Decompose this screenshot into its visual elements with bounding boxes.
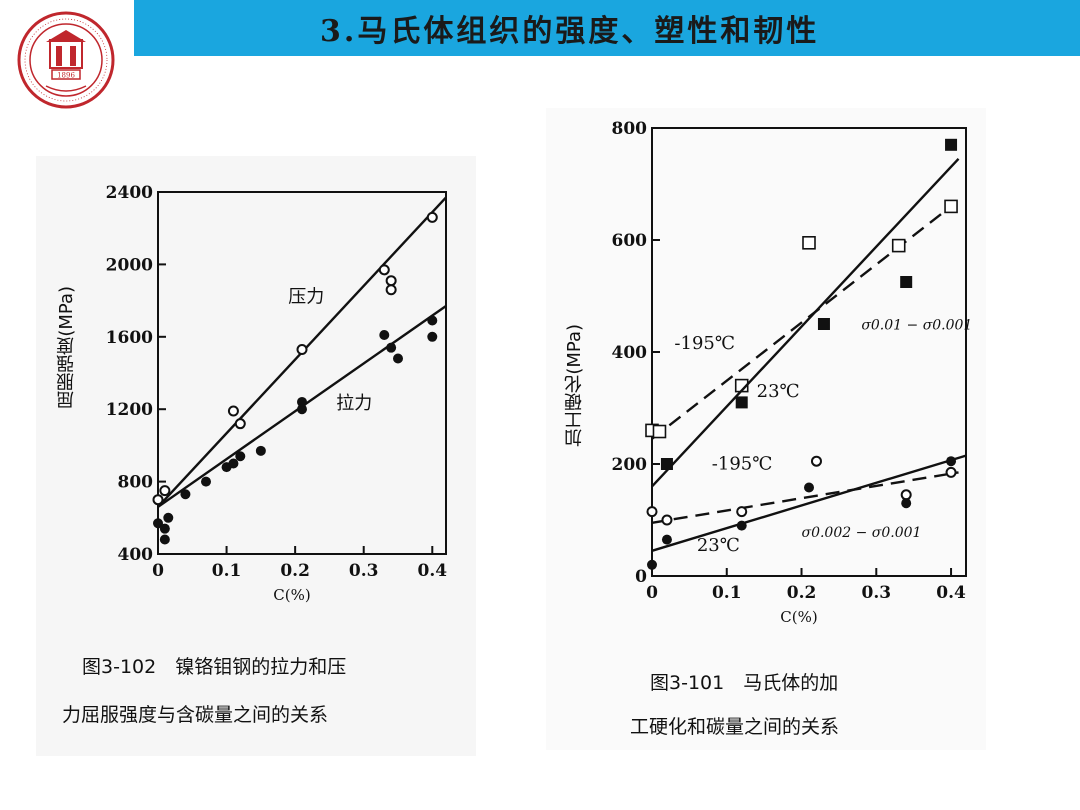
filled-circle-marker (163, 512, 174, 523)
series-label: -195℃ (712, 454, 773, 475)
filled-circle-marker (159, 534, 170, 545)
figure-yield-strength: 400 800 1200 1600 2000 2400 0 0.1 0.2 0.3 0.4 C(%) 压… (36, 156, 476, 756)
annotation-label: σ0.002 − σ0.001 (802, 525, 922, 541)
filled-circle-marker (228, 458, 239, 469)
x-tick-label: 0.4 (417, 561, 447, 581)
x-tick-label: 0.4 (936, 583, 966, 603)
filled-square-marker (660, 458, 673, 470)
filled-square-marker (817, 318, 830, 330)
filled-circle-marker (427, 331, 438, 342)
figure-work-hardening: 0 200 400 600 800 0 0.1 0.2 0.3 0.4 C(%) -195℃ 23℃ -1… (546, 108, 986, 750)
filled-square-marker (900, 276, 913, 288)
open-circle-marker (661, 514, 673, 526)
series-label: 23℃ (697, 535, 740, 556)
filled-square-marker (945, 138, 958, 151)
open-circle-marker (227, 405, 239, 417)
open-circle-marker (159, 485, 171, 497)
x-axis-label: C(%) (780, 608, 817, 626)
y-axis-label: 屈服强度(MPa) (56, 286, 77, 409)
filled-circle-marker (393, 353, 403, 364)
filled-circle-marker (297, 396, 307, 407)
series-fit-line (651, 454, 967, 552)
x-tick-label: 0 (646, 583, 658, 603)
open-circle-marker (900, 489, 912, 501)
open-circle-marker (385, 284, 397, 296)
university-seal-icon: 1896 (17, 11, 115, 109)
x-tick-label: 0.1 (212, 561, 242, 581)
filled-circle-marker (804, 482, 814, 493)
open-circle-marker (385, 275, 397, 287)
open-square-marker (944, 199, 958, 214)
series-fit-line (651, 157, 960, 488)
title-bar (134, 0, 1080, 56)
series-label: 23℃ (757, 381, 800, 402)
y-tick-label: 2400 (106, 183, 153, 203)
open-square-marker (891, 238, 906, 253)
y-tick-label: 1600 (106, 328, 153, 348)
x-tick-label: 0.3 (861, 583, 891, 603)
open-circle-marker (426, 211, 438, 223)
figure-caption-line1: 图3-101 马氏体的加 (650, 672, 839, 694)
filled-circle-marker (647, 559, 657, 570)
filled-circle-marker (946, 456, 957, 467)
y-tick-label: 800 (612, 119, 648, 139)
y-tick-label: 200 (612, 455, 648, 475)
open-circle-marker (296, 343, 308, 355)
x-tick-label: 0.3 (349, 561, 379, 581)
x-tick-label: 0.2 (280, 561, 310, 581)
x-tick-label: 0.2 (787, 583, 817, 603)
open-square-marker (652, 424, 667, 439)
x-tick-label: 0 (152, 561, 164, 581)
filled-circle-marker (201, 476, 211, 487)
annotation-label: σ0.01 − σ0.001 (861, 318, 972, 334)
plot-frame (157, 191, 447, 555)
series-label: -195℃ (674, 333, 735, 354)
open-circle-marker (810, 455, 822, 467)
series-label: 拉力 (336, 393, 372, 414)
logo-year: 1896 (57, 72, 75, 80)
series-fit-line (651, 471, 959, 524)
chart-yield-strength: 400 800 1200 1600 2000 2400 0 0.1 0.2 0.3 0.4 C(%) 压… (106, 183, 448, 604)
filled-circle-marker (153, 518, 163, 529)
filled-circle-marker (297, 404, 307, 415)
filled-circle-marker (736, 520, 747, 531)
open-circle-marker (234, 418, 246, 430)
series-label: 压力 (288, 286, 324, 307)
chart-work-hardening: 0 200 400 600 800 0 0.1 0.2 0.3 0.4 C(%) -195℃ 23℃ -1… (612, 119, 973, 626)
open-circle-marker (646, 506, 658, 518)
open-circle-marker (736, 506, 748, 518)
filled-circle-marker (159, 523, 170, 534)
figure-caption-line1: 图3-102 镍铬钼钢的拉力和压 (82, 656, 347, 678)
y-tick-label: 1200 (106, 400, 153, 420)
filled-circle-marker (255, 445, 266, 456)
filled-circle-marker (427, 315, 438, 326)
y-tick-label: 800 (118, 473, 154, 493)
y-tick-label: 400 (612, 343, 648, 363)
filled-square-marker (735, 396, 748, 409)
open-square-marker (802, 236, 816, 250)
filled-circle-marker (180, 489, 191, 500)
figure-caption-line2: 力屈服强度与含碳量之间的关系 (62, 704, 329, 726)
filled-circle-marker (235, 451, 246, 462)
filled-circle-marker (386, 342, 397, 353)
y-tick-label: 2000 (106, 255, 153, 275)
slide-title: 3.马氏体组织的强度、塑性和韧性 (320, 14, 820, 49)
open-circle-marker (152, 494, 164, 506)
filled-circle-marker (661, 534, 672, 545)
y-axis-label: 加工硬化(MPa) (564, 324, 585, 447)
x-axis-label: C(%) (273, 586, 310, 604)
x-tick-label: 0.1 (712, 583, 742, 603)
open-circle-marker (378, 264, 390, 276)
filled-circle-marker (901, 498, 912, 509)
y-tick-label: 400 (118, 545, 154, 565)
filled-circle-marker (379, 329, 390, 340)
y-tick-label: 0 (635, 567, 647, 587)
open-circle-marker (945, 466, 957, 478)
figure-caption-line2: 工硬化和碳量之间的关系 (630, 716, 840, 738)
y-tick-label: 600 (612, 231, 648, 251)
